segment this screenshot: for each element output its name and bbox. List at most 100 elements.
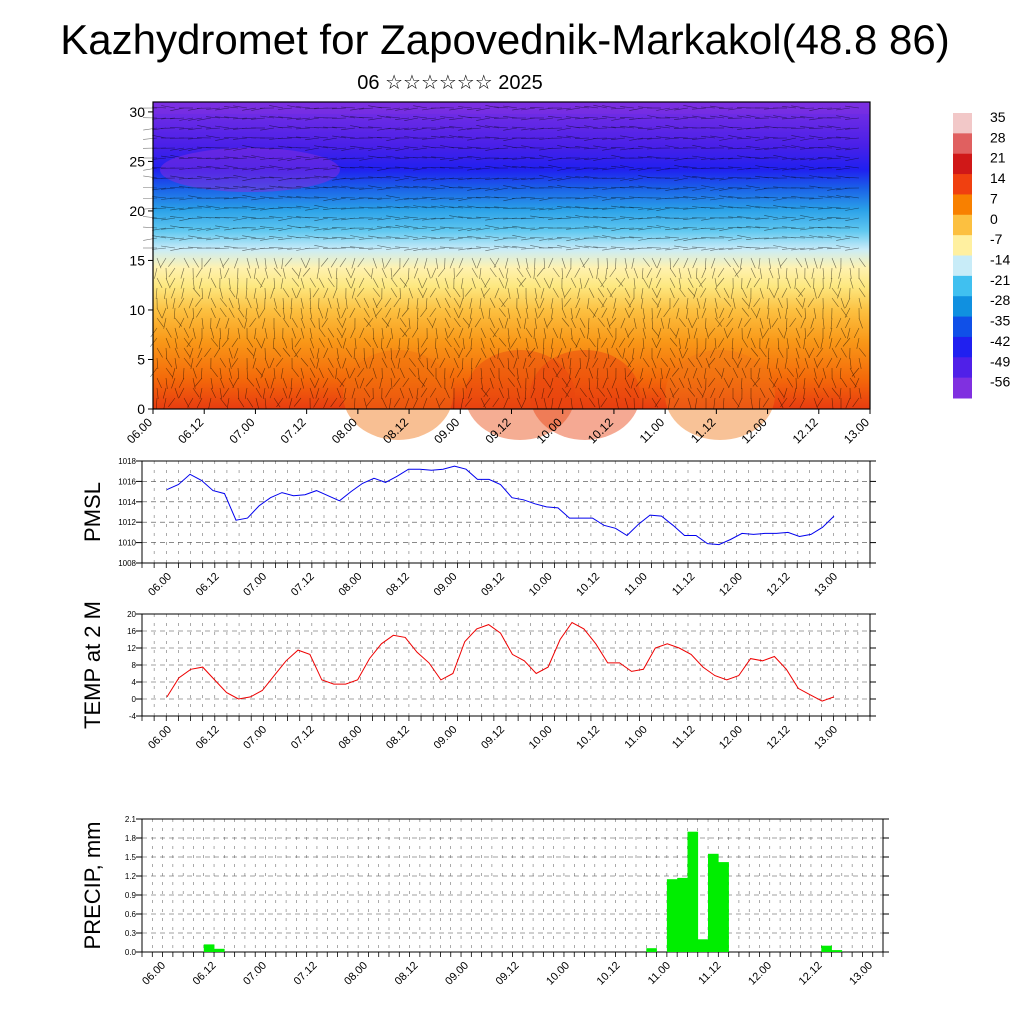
heatmap-x-tick-label: 13.00 <box>841 415 872 446</box>
x-tick-label: 08.12 <box>384 724 412 752</box>
wind-barb <box>785 307 788 319</box>
wind-barb <box>831 377 837 389</box>
wind-barb <box>244 317 248 329</box>
wind-barb <box>673 397 680 408</box>
wind-barb <box>629 186 644 189</box>
wind-barb <box>745 357 752 368</box>
wind-barb <box>773 115 788 119</box>
wind-barb <box>413 185 428 189</box>
wind-barb <box>687 327 691 339</box>
wind-barb <box>808 207 824 209</box>
wind-barb <box>422 137 437 140</box>
wind-barb <box>224 106 239 109</box>
wind-barb <box>224 245 239 249</box>
wind-barb <box>638 167 653 171</box>
wind-barb <box>377 245 392 249</box>
wind-barb <box>322 186 338 189</box>
wind-barb <box>390 277 398 288</box>
wind-barb <box>667 317 671 329</box>
wind-barb <box>237 327 241 339</box>
wind-barb <box>273 297 277 309</box>
wind-barb <box>741 307 750 317</box>
wind-barb <box>241 117 257 120</box>
wind-barb <box>656 136 671 139</box>
wind-barb <box>575 377 581 389</box>
wind-barb <box>588 267 594 279</box>
wind-barb <box>548 237 563 241</box>
wind-barb <box>270 287 275 299</box>
wind-barb <box>322 377 329 388</box>
wind-barb <box>280 367 284 379</box>
wind-barb <box>196 397 203 409</box>
wind-barb <box>790 227 806 229</box>
colorbar-swatch <box>953 235 972 256</box>
wind-barb <box>394 237 410 239</box>
wind-barb <box>524 387 527 400</box>
wind-barb <box>422 247 437 251</box>
wind-barb <box>314 145 329 149</box>
wind-barb <box>745 156 761 159</box>
wind-barb <box>759 327 763 339</box>
wind-barb <box>368 217 383 220</box>
wind-barb <box>160 257 167 268</box>
wind-barb <box>393 297 401 308</box>
series-line <box>166 621 835 702</box>
wind-barb <box>516 317 521 329</box>
wind-barb <box>692 257 698 269</box>
wind-barb <box>691 317 698 329</box>
wind-barb <box>602 207 617 210</box>
wind-barb <box>187 397 194 408</box>
wind-barb <box>485 196 500 199</box>
wind-barb <box>321 317 329 328</box>
wind-barb <box>575 215 590 219</box>
wind-barb <box>791 116 806 119</box>
wind-barb <box>259 176 275 179</box>
wind-barb <box>435 257 439 269</box>
wind-barb <box>534 317 537 329</box>
wind-barb <box>849 367 856 378</box>
wind-barb <box>215 186 230 189</box>
y-tick-label: 0.0 <box>125 948 137 957</box>
wind-barb <box>687 277 694 288</box>
wind-barb <box>557 117 572 121</box>
wind-barb <box>314 186 329 189</box>
wind-barb <box>718 167 734 169</box>
wind-barb <box>627 327 635 338</box>
wind-barb <box>687 357 695 368</box>
wind-barb <box>844 307 851 318</box>
wind-barb <box>223 137 239 139</box>
wind-barb <box>376 137 392 139</box>
wind-barb <box>422 117 437 120</box>
wind-barb <box>641 267 644 280</box>
wind-barb <box>226 397 230 409</box>
wind-barb <box>534 307 538 319</box>
wind-barb <box>161 206 176 209</box>
wind-barb <box>719 115 734 119</box>
top-band <box>153 102 870 114</box>
wind-barb <box>579 397 584 409</box>
wind-barb <box>502 177 518 179</box>
wind-barb <box>539 155 554 159</box>
x-tick-label: 09.00 <box>443 960 471 988</box>
wind-barb <box>793 387 797 399</box>
wind-barb <box>730 287 734 299</box>
wind-barb <box>181 287 185 299</box>
wind-barb <box>755 196 770 199</box>
wind-barb <box>291 367 299 377</box>
wind-barb <box>610 246 626 249</box>
wind-barb <box>557 127 572 131</box>
wind-barb <box>504 317 509 329</box>
wind-barb <box>624 327 630 339</box>
wind-barb <box>773 245 788 249</box>
wind-barb <box>152 235 167 239</box>
wind-barb <box>458 216 473 219</box>
wind-barb <box>440 157 455 160</box>
wind-barb <box>223 116 239 119</box>
wind-barb <box>399 287 401 300</box>
wind-barb <box>431 227 446 231</box>
wind-barb <box>320 257 329 267</box>
wind-barb <box>818 195 833 199</box>
wind-barb <box>178 157 194 160</box>
wind-barb <box>273 347 282 357</box>
colorbar-swatch <box>953 133 972 155</box>
